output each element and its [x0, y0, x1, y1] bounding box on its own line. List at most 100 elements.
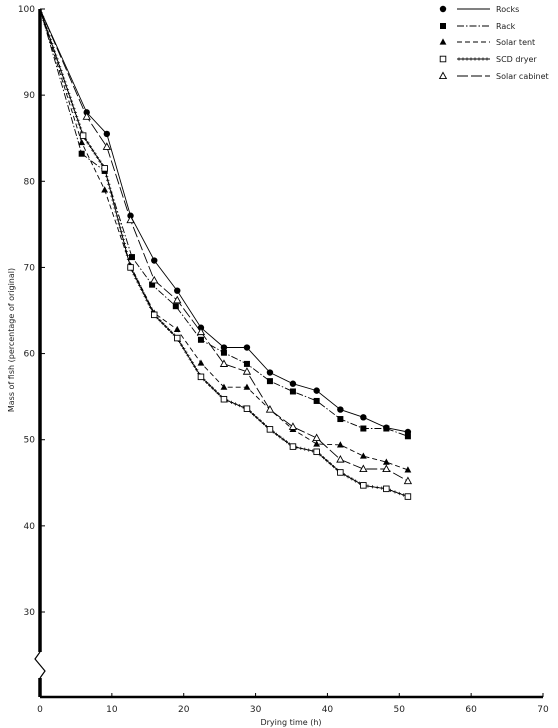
series-0-point — [289, 380, 297, 387]
series-1-point — [404, 433, 411, 440]
series-4-point — [173, 295, 182, 304]
series-3-line-tick — [179, 343, 184, 347]
x-tick-label: 40 — [322, 705, 334, 715]
series-3-line-tick — [346, 475, 350, 479]
series-3-line-tick — [350, 477, 354, 481]
series-4-point — [265, 405, 275, 413]
series-3-line-tick — [106, 178, 110, 182]
series-3-line-tick — [149, 305, 153, 310]
series-3-line-tick — [114, 210, 118, 214]
series-4-point — [196, 327, 206, 336]
series-3-line-tick — [113, 206, 117, 210]
series-3-line-tick — [195, 368, 199, 372]
series-3-point — [243, 405, 251, 412]
series-2-point — [382, 458, 390, 465]
series-3-line-tick — [93, 152, 97, 156]
series-3-line-tick — [213, 389, 217, 393]
legend-label-3: SCD dryer — [496, 55, 537, 64]
series-3-line-tick — [69, 99, 73, 103]
series-3-line-tick — [59, 68, 63, 72]
series-3-point — [313, 448, 320, 456]
series-3-point — [79, 132, 87, 139]
series-3-line-tick — [74, 114, 79, 119]
series-3-line-tick — [109, 190, 113, 194]
series-0-point — [151, 257, 158, 264]
series-3-line-tick — [284, 440, 288, 444]
series-4-point — [150, 275, 159, 284]
series-3-line-tick — [91, 148, 95, 152]
series-3-line-tick — [190, 361, 194, 365]
series-3-line-tick — [167, 327, 171, 331]
series-3-line-tick — [111, 198, 115, 202]
series-3-line-tick — [237, 403, 241, 408]
series-1-point — [360, 425, 367, 432]
legend-label-2: Solar tent — [496, 38, 535, 47]
series-1-point — [197, 336, 204, 343]
series-3-line-tick — [307, 448, 311, 452]
series-3-point — [173, 334, 181, 342]
series-3-line-tick — [188, 357, 192, 361]
series-3-line-tick — [47, 34, 51, 38]
series-3-line-tick — [261, 421, 265, 426]
series-3-point — [220, 395, 228, 403]
legend-line-tick — [473, 57, 477, 61]
series-1-point — [172, 303, 179, 310]
series-3-line-tick — [258, 418, 262, 423]
series-3-point — [266, 426, 274, 433]
series-3-point — [337, 469, 344, 476]
x-tick-label: 30 — [250, 705, 262, 715]
series-2-point — [359, 452, 367, 459]
legend-line-tick — [481, 57, 485, 61]
series-1-point — [78, 150, 85, 157]
series-2 — [39, 8, 412, 473]
series-2-point — [313, 440, 321, 447]
series-3-line-tick — [46, 30, 50, 34]
series-3-line-tick — [125, 253, 130, 258]
series-4-point — [312, 433, 321, 442]
series-3-line-tick — [107, 182, 111, 186]
series-3-line-tick — [184, 350, 188, 354]
legend-item-0: Rocks — [439, 5, 519, 14]
series-3-line-tick — [299, 446, 303, 450]
y-axis-break — [34, 651, 46, 679]
legend: Rocks Rack Solar tent SCD dryer Solar cabine… — [438, 5, 549, 81]
series-2-point — [220, 383, 228, 390]
series-3-line-tick — [126, 257, 131, 262]
series-3-line-tick — [186, 354, 190, 358]
series-3-line-tick — [60, 72, 64, 76]
series-0-point — [266, 369, 274, 376]
series-3-line-tick — [274, 432, 279, 436]
series-3-line-tick — [278, 435, 282, 439]
legend-line-tick — [469, 57, 473, 61]
series-3-line-tick — [161, 321, 165, 326]
series-3-line-tick — [141, 291, 145, 295]
series-3 — [39, 8, 412, 500]
series-2-point — [101, 186, 109, 193]
series-3-line-tick — [44, 26, 49, 30]
legend-label-4: Solar cabinet — [496, 72, 549, 81]
x-tick-label: 60 — [465, 705, 477, 715]
series-4-point — [219, 359, 229, 367]
series-1-point — [266, 378, 273, 385]
series-3-line-tick — [122, 242, 126, 246]
series-3-line-tick — [95, 155, 100, 160]
series-3-line-tick — [375, 485, 379, 490]
x-tick-label: 10 — [106, 705, 118, 715]
x-tick-label: 0 — [37, 705, 43, 715]
y-tick-label: 80 — [24, 177, 36, 187]
series-3-point — [289, 443, 297, 450]
series-3-line-tick — [78, 126, 83, 130]
series-3-line-tick — [158, 319, 162, 323]
series-4-point — [242, 367, 252, 375]
series-4-point — [438, 71, 448, 80]
series-1-point — [383, 425, 390, 432]
series-3-line-tick — [139, 287, 144, 291]
series-3-line-tick — [116, 218, 120, 222]
series-3-line-tick — [164, 324, 168, 329]
series-3-line-tick — [321, 456, 326, 460]
series-2-point — [404, 466, 412, 473]
series-3-line-tick — [57, 64, 62, 69]
x-tick-label: 50 — [394, 705, 406, 715]
series-3-line-tick — [73, 111, 77, 115]
